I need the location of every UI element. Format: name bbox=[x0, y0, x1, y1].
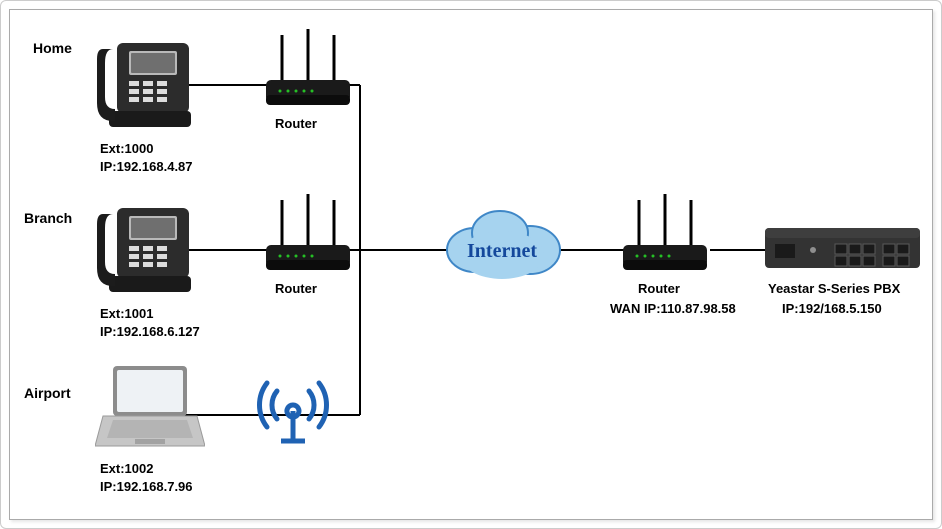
router-home bbox=[258, 25, 358, 120]
router-branch bbox=[258, 190, 358, 285]
pbx-title-caption: Yeastar S-Series PBX bbox=[768, 280, 900, 298]
network-diagram: { "labels": { "home": "Home", "branch": … bbox=[9, 9, 933, 520]
laptop-airport bbox=[95, 360, 205, 460]
airport-label: Airport bbox=[24, 385, 71, 401]
wan-ip-caption: WAN IP:110.87.98.58 bbox=[610, 300, 736, 318]
wifi-icon bbox=[253, 355, 333, 450]
pbx-device bbox=[765, 220, 920, 280]
phone-branch-caption: Ext:1001IP:192.168.6.127 bbox=[100, 305, 200, 340]
router-right bbox=[615, 190, 715, 285]
phone-home-caption: Ext:1000IP:192.168.4.87 bbox=[100, 140, 193, 175]
branch-label: Branch bbox=[24, 210, 72, 226]
router-right-caption: Router bbox=[638, 280, 680, 298]
home-label: Home bbox=[33, 40, 72, 56]
ip-phone-branch bbox=[95, 190, 195, 305]
ip-phone-home bbox=[95, 25, 195, 140]
pbx-ip-caption: IP:192/168.5.150 bbox=[782, 300, 882, 318]
internet-cloud: Internet bbox=[440, 205, 565, 290]
router-branch-caption: Router bbox=[275, 280, 317, 298]
router-home-caption: Router bbox=[275, 115, 317, 133]
internet-label: Internet bbox=[467, 240, 537, 262]
laptop-caption: Ext:1002IP:192.168.7.96 bbox=[100, 460, 193, 495]
